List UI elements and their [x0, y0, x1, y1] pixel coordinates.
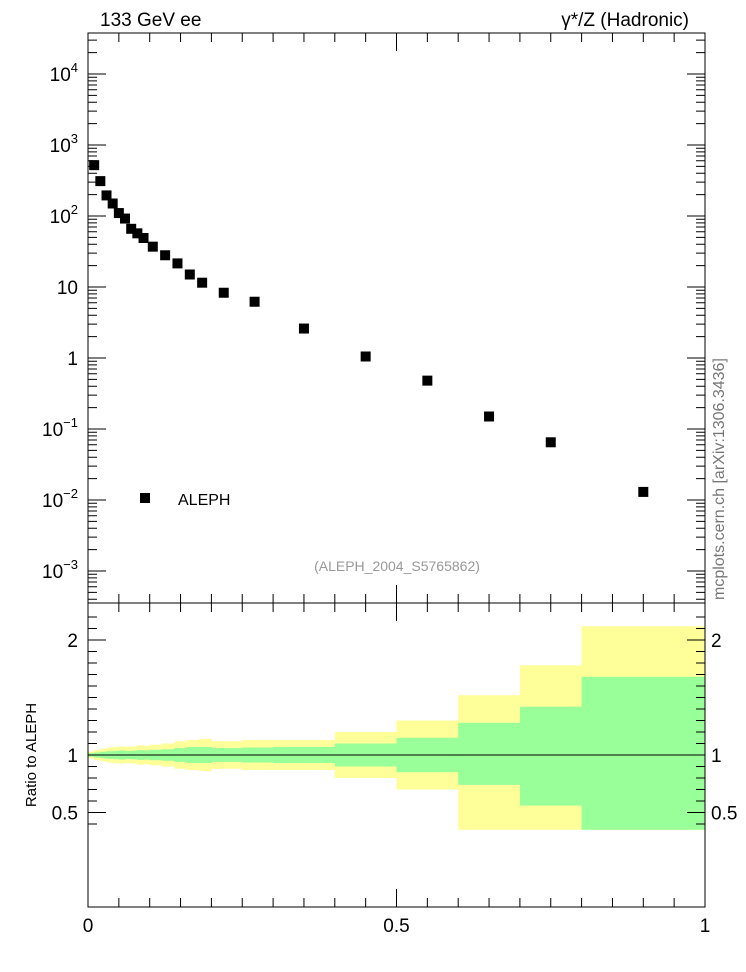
main-y-tick-label: 10−1	[42, 415, 78, 441]
main-y-tick-label-base: 10	[50, 207, 71, 228]
ratio-y-tick-label-left: 1	[67, 746, 78, 767]
side-label: mcplots.cern.ch [arXiv:1306.3436]	[711, 358, 728, 600]
data-point	[126, 223, 137, 234]
ratio-y-axis-label: Ratio to ALEPH	[23, 703, 40, 807]
main-y-tick-label: 104	[50, 60, 78, 86]
data-point	[184, 269, 195, 280]
main-axis-ticks	[87, 33, 706, 603]
main-y-tick-label-base: 10	[42, 491, 63, 512]
main-y-tick-label-exp: −2	[63, 486, 78, 501]
legend-label: ALEPH	[178, 492, 230, 509]
legend: ALEPH	[140, 492, 230, 509]
data-point	[249, 296, 260, 307]
data-point	[298, 323, 309, 334]
data-point	[218, 287, 229, 298]
data-point	[484, 411, 495, 422]
ratio-y-tick-label-right: 1	[711, 746, 722, 767]
main-y-tick-label-base: 1	[67, 349, 78, 370]
data-point	[95, 176, 106, 187]
main-y-tick-label-exp: 4	[71, 60, 78, 75]
analysis-tag: (ALEPH_2004_S5765862)	[314, 558, 480, 574]
data-point	[422, 375, 433, 386]
main-data-points	[89, 160, 649, 497]
ratio-panel-frame	[87, 602, 706, 908]
main-y-tick-label-base: 10	[42, 420, 63, 441]
ratio-x-tick-label: 0.5	[383, 916, 409, 937]
data-point	[197, 277, 208, 288]
main-y-tick-label: 10−3	[42, 557, 78, 583]
ratio-y-tick-label-left: 0.5	[52, 804, 78, 825]
data-point	[89, 160, 100, 171]
ratio-x-tick-labels: 0 0.5 1	[83, 916, 711, 937]
main-y-tick-label-exp: 3	[71, 131, 78, 146]
data-point	[545, 437, 556, 448]
header-left-label: 133 GeV ee	[100, 10, 201, 31]
main-y-tick-label-base: 10	[42, 562, 63, 583]
ratio-y-tick-label-left: 2	[67, 631, 78, 652]
main-y-tick-label: 102	[50, 202, 78, 228]
ratio-x-tick-label: 1	[700, 916, 711, 937]
data-point	[147, 241, 158, 252]
main-y-tick-label: 10−2	[42, 486, 78, 512]
data-point	[132, 228, 143, 239]
ratio-bands	[88, 626, 706, 830]
main-y-tick-label-exp: −1	[63, 415, 78, 430]
main-panel-frame	[87, 32, 706, 604]
ratio-panel: 0.5 0.51 12 2 0 0.5 1 Ratio to ALEPH	[23, 602, 738, 937]
data-point	[160, 250, 171, 261]
ratio-inner-band	[458, 722, 521, 785]
main-y-tick-label-base: 10	[50, 65, 71, 86]
legend-marker	[140, 493, 150, 503]
ratio-inner-band	[519, 706, 583, 806]
data-point	[638, 486, 649, 497]
data-point	[360, 351, 371, 362]
main-y-tick-label: 1	[67, 349, 78, 370]
data-point	[120, 213, 131, 224]
ratio-x-tick-label: 0	[83, 916, 94, 937]
main-y-tick-label-exp: −3	[63, 557, 78, 572]
data-point	[101, 190, 112, 201]
ratio-y-tick-label-right: 0.5	[711, 804, 737, 825]
data-point	[138, 232, 149, 243]
main-y-tick-label-base: 10	[50, 136, 71, 157]
ratio-y-tick-labels: 0.5 0.5 1 1 2 2	[52, 631, 738, 825]
data-point	[172, 258, 183, 269]
ratio-inner-band	[581, 676, 706, 830]
main-y-tick-label-base: 10	[57, 278, 78, 299]
data-point	[107, 198, 118, 209]
main-y-tick-label: 103	[50, 131, 78, 157]
data-point	[113, 208, 124, 219]
ratio-y-tick-label-right: 2	[711, 631, 722, 652]
main-y-tick-label: 10	[57, 278, 78, 299]
header-right-label: γ*/Z (Hadronic)	[561, 10, 689, 31]
main-y-tick-label-exp: 2	[71, 202, 78, 217]
